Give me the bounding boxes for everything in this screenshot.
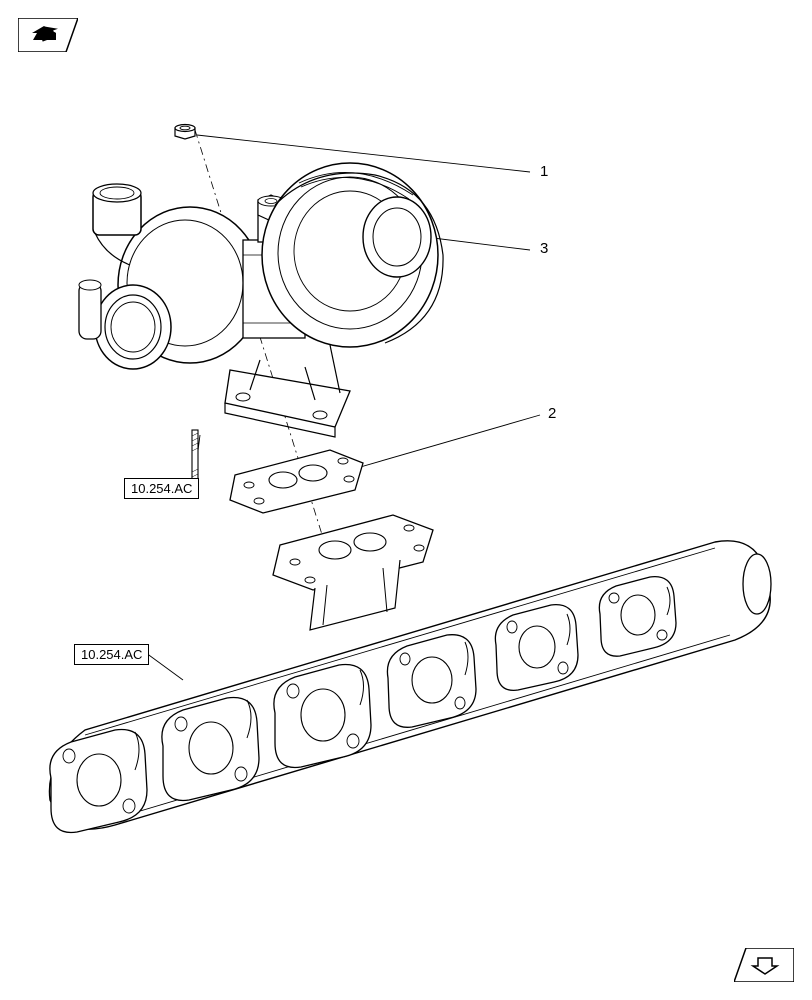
- callout-3: 3: [540, 240, 548, 257]
- turbocharger-part: [79, 163, 443, 437]
- mounting-stud-part: [192, 430, 198, 482]
- callout-2: 2: [548, 405, 556, 422]
- parts-diagram: 1 3 2 10.254.AC 10.254.AC: [0, 0, 812, 1000]
- gasket-part: [230, 450, 363, 513]
- assembly-drawing: [0, 0, 812, 1000]
- reference-box-manifold[interactable]: 10.254.AC: [74, 644, 149, 665]
- hex-nut-part: [175, 125, 195, 140]
- exhaust-manifold-part: [49, 515, 771, 833]
- reference-box-stud[interactable]: 10.254.AC: [124, 478, 199, 499]
- callout-1: 1: [540, 163, 548, 180]
